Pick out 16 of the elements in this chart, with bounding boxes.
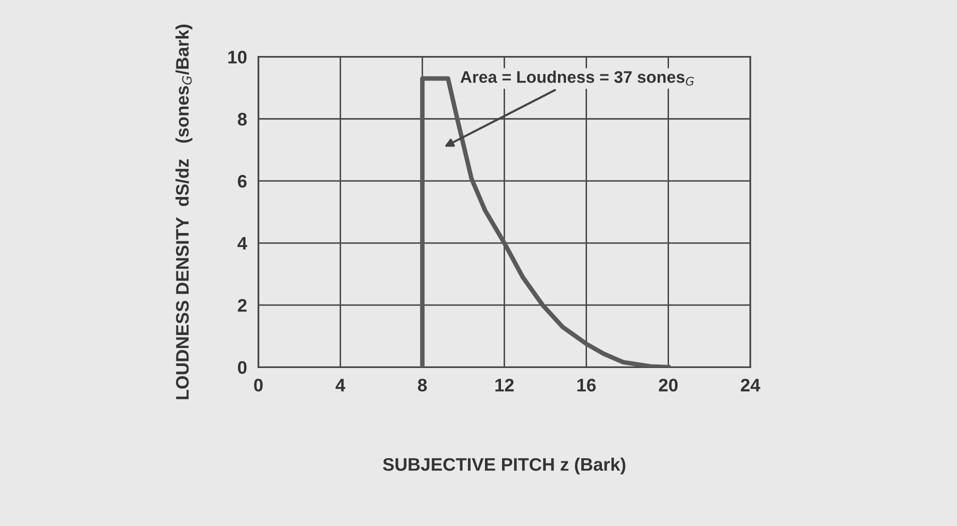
x-axis-title: SUBJECTIVE PITCH z (Bark) — [382, 458, 626, 474]
x-tick-label: 8 — [418, 378, 427, 392]
x-tick-label: 0 — [254, 378, 263, 392]
y-axis-title: LOUDNESS DENSITY dS/dz (sones$_{G}$/Bark) — [176, 24, 192, 400]
annotation: Area = Loudness = 37 sones$_{G}$ — [460, 70, 694, 86]
y-tick-label: 6 — [238, 174, 247, 188]
y-tick-label: 2 — [238, 299, 247, 312]
x-tick-label: 12 — [495, 378, 514, 392]
y-tick-label: 8 — [238, 112, 247, 126]
y-tick-label: 10 — [228, 50, 247, 64]
x-tick-label: 24 — [740, 378, 760, 392]
y-tick-label: 0 — [238, 361, 247, 374]
x-tick-label: 16 — [577, 378, 596, 392]
x-tick-label: 20 — [658, 378, 678, 392]
x-tick-label: 4 — [336, 378, 346, 392]
y-tick-label: 4 — [238, 237, 248, 250]
